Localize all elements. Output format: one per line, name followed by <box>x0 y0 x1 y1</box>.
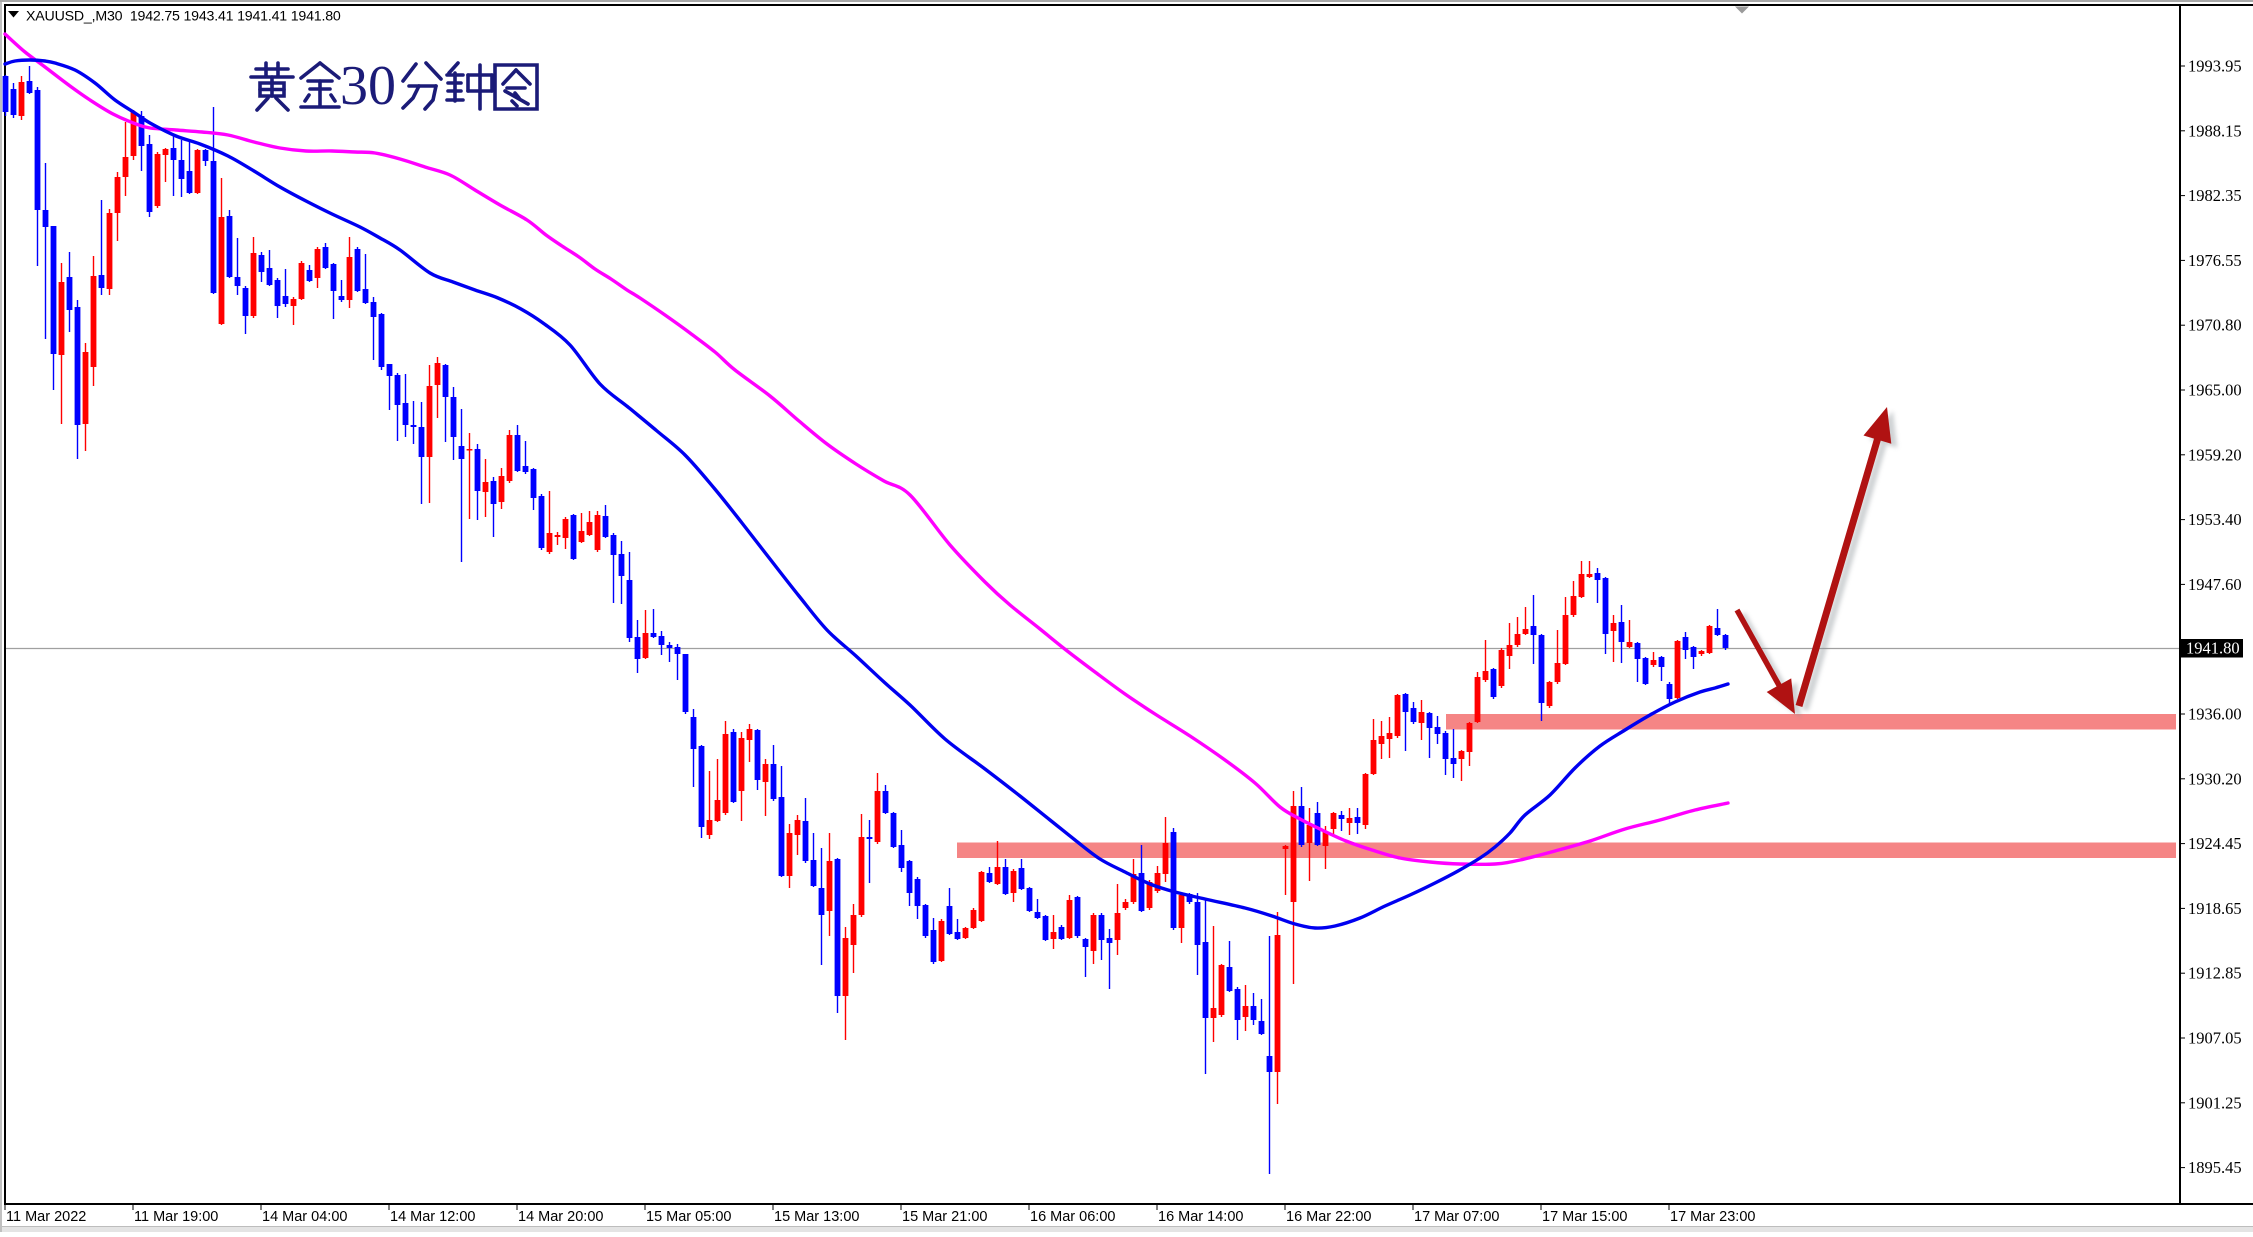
svg-text:16 Mar 14:00: 16 Mar 14:00 <box>1158 1209 1243 1225</box>
svg-text:1924.45: 1924.45 <box>2188 834 2242 853</box>
svg-text:1901.25: 1901.25 <box>2188 1093 2242 1112</box>
svg-text:1912.85: 1912.85 <box>2188 964 2242 983</box>
svg-text:1918.65: 1918.65 <box>2188 899 2242 918</box>
svg-text:15 Mar 05:00: 15 Mar 05:00 <box>646 1209 731 1225</box>
svg-text:17 Mar 23:00: 17 Mar 23:00 <box>1670 1209 1755 1225</box>
svg-text:1936.00: 1936.00 <box>2188 705 2242 724</box>
svg-text:1941.80: 1941.80 <box>2186 639 2240 658</box>
svg-text:15 Mar 13:00: 15 Mar 13:00 <box>774 1209 859 1225</box>
svg-text:1895.45: 1895.45 <box>2188 1158 2242 1177</box>
svg-text:XAUUSD_,M30 1942.75 1943.41 1: XAUUSD_,M30 1942.75 1943.41 1941.41 1941… <box>26 9 341 25</box>
svg-text:16 Mar 22:00: 16 Mar 22:00 <box>1286 1209 1371 1225</box>
svg-text:1930.20: 1930.20 <box>2188 769 2242 788</box>
svg-text:1907.05: 1907.05 <box>2188 1029 2242 1048</box>
svg-text:1947.60: 1947.60 <box>2188 575 2242 594</box>
svg-text:1959.20: 1959.20 <box>2188 445 2242 464</box>
svg-text:17 Mar 07:00: 17 Mar 07:00 <box>1414 1209 1499 1225</box>
svg-text:1993.95: 1993.95 <box>2188 57 2242 76</box>
svg-text:1953.40: 1953.40 <box>2188 510 2242 529</box>
svg-text:1982.35: 1982.35 <box>2188 186 2242 205</box>
svg-text:1988.15: 1988.15 <box>2188 121 2242 140</box>
svg-text:1970.80: 1970.80 <box>2188 316 2242 335</box>
svg-text:14 Mar 12:00: 14 Mar 12:00 <box>390 1209 475 1225</box>
svg-text:14 Mar 04:00: 14 Mar 04:00 <box>262 1209 347 1225</box>
svg-text:1976.55: 1976.55 <box>2188 251 2242 270</box>
svg-text:1965.00: 1965.00 <box>2188 381 2242 400</box>
svg-text:11 Mar 2022: 11 Mar 2022 <box>6 1209 86 1225</box>
svg-text:30: 30 <box>340 55 396 117</box>
svg-text:16 Mar 06:00: 16 Mar 06:00 <box>1030 1209 1115 1225</box>
svg-text:17 Mar 15:00: 17 Mar 15:00 <box>1542 1209 1627 1225</box>
svg-text:15 Mar 21:00: 15 Mar 21:00 <box>902 1209 987 1225</box>
svg-text:14 Mar 20:00: 14 Mar 20:00 <box>518 1209 603 1225</box>
svg-text:11 Mar 19:00: 11 Mar 19:00 <box>134 1209 218 1225</box>
